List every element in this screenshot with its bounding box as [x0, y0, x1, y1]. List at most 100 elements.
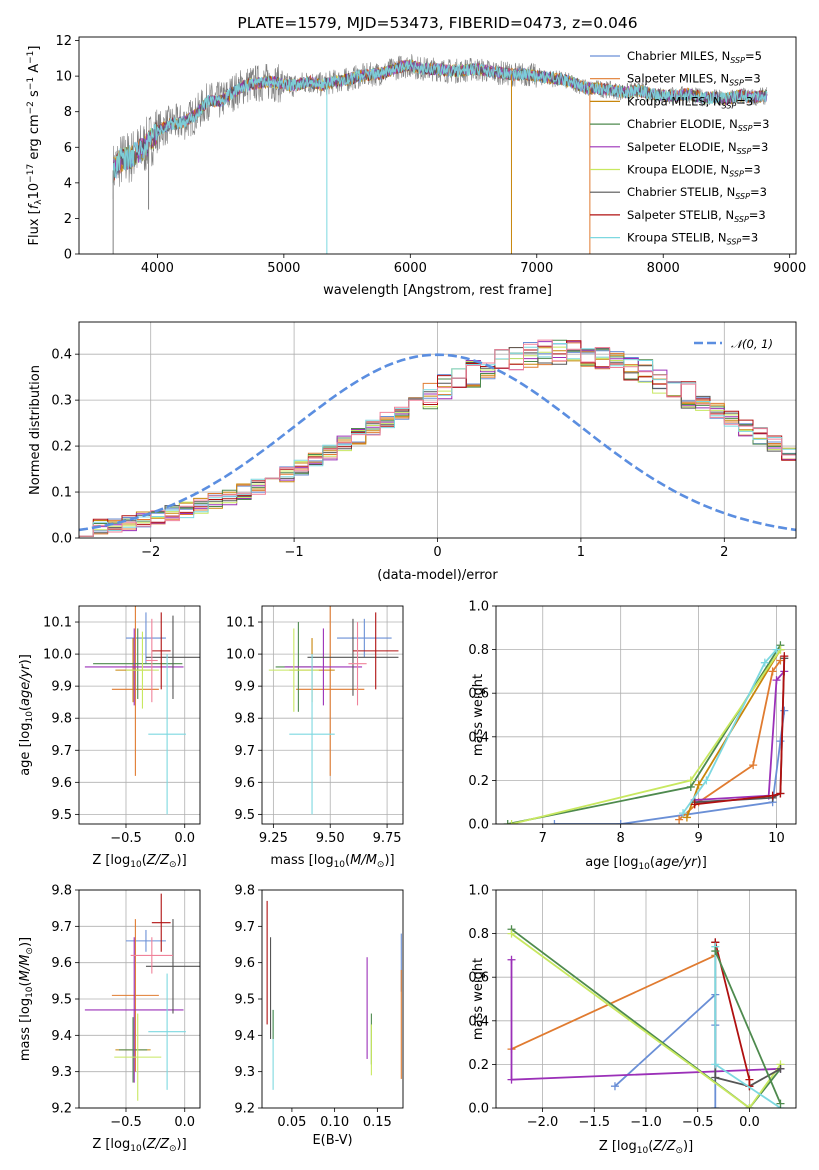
y-tick-label: 9.5 — [51, 808, 72, 823]
x-axis-label: mass [log10(M/M⊙)] — [270, 853, 394, 870]
y-tick-label: 0.0 — [468, 818, 489, 833]
x-axis-label: wavelength [Angstrom, rest frame] — [323, 283, 552, 298]
label-part: =3 — [736, 94, 753, 108]
label-part: Chabrier ELODIE, N — [627, 117, 738, 131]
series-line — [714, 950, 782, 1104]
label-part: M/M — [18, 955, 33, 982]
series-salpeter_miles — [507, 951, 720, 1054]
legend-label-salpeter_stelib: Salpeter STELIB, NSSP=3 — [627, 208, 766, 224]
y-tick-label: 9.6 — [234, 776, 255, 791]
series-salpeter_stelib — [711, 938, 754, 1091]
chart-title: PLATE=1579, MJD=53473, FIBERID=0473, z=0… — [237, 14, 637, 32]
series-marker — [768, 791, 777, 800]
label-part: Z [log — [92, 853, 130, 868]
x-tick-label: 0.05 — [277, 1115, 306, 1130]
label-part: )] — [683, 1139, 693, 1154]
label-part: age/yr — [18, 663, 33, 706]
label-part: Chabrier MILES, N — [627, 49, 730, 63]
errorbar-salpeter_stelib — [151, 893, 171, 952]
y-axis-label: mass [log10(M/M⊙)] — [18, 937, 35, 1061]
x-tick-label: −0.5 — [682, 1115, 714, 1130]
y-tick-label: 9.8 — [51, 884, 72, 899]
label-part: =3 — [749, 208, 766, 222]
y-tick-label: 0.0 — [468, 1102, 489, 1117]
label-part: )] — [384, 853, 394, 868]
legend-label-salpeter_elodie: Salpeter ELODIE, NSSP=3 — [627, 140, 768, 156]
y-axis-label: Flux [fλ10−17 erg cm−2 s−1 A−1] — [26, 46, 44, 246]
label-part: =3 — [750, 185, 767, 199]
y-tick-label: 4 — [64, 176, 72, 191]
errorbar-salpeter_stelib — [151, 612, 171, 690]
x-tick-label: 0.15 — [363, 1115, 392, 1130]
series-marker — [760, 658, 769, 667]
x-axis-label: (data-model)/error — [377, 568, 498, 583]
x-tick-label: 10 — [768, 831, 785, 846]
y-axis-label: age [log10(age/yr)] — [18, 654, 35, 776]
label-part: 10 — [25, 986, 35, 998]
y-tick-label: 10.1 — [226, 616, 255, 631]
series-marker — [507, 929, 516, 938]
series-marker — [503, 820, 512, 824]
label-part: 10 — [334, 860, 346, 870]
y-tick-label: 9.7 — [51, 744, 72, 759]
errorbar-kroupa_elodie — [268, 628, 319, 712]
errorbar-chabrier_elodie — [93, 628, 183, 699]
y-tick-label: 9.3 — [51, 1065, 72, 1080]
series-chabrier_stelib — [711, 938, 785, 1091]
label-part: ( — [18, 706, 33, 711]
label-part: ⊙ — [377, 860, 385, 870]
y-tick-label: 9.6 — [51, 956, 72, 971]
series-marker — [675, 815, 684, 824]
y-tick-label: 9.6 — [51, 776, 72, 791]
y-tick-label: 1.0 — [468, 600, 489, 615]
label-part: age [log — [585, 855, 638, 870]
y-tick-label: 0.8 — [468, 927, 489, 942]
label-part: λ — [34, 199, 44, 205]
label-part: )] — [177, 853, 187, 868]
series-marker — [686, 776, 695, 785]
label-part: )] — [177, 1137, 187, 1152]
x-tick-label: 1 — [577, 545, 585, 560]
axes-spectrum: 4000 5000 6000 7000 8000 9000 0 2 4 6 8 10 12 — [55, 34, 806, 276]
y-tick-label: 0.3 — [51, 394, 72, 409]
y-tick-label: 0.4 — [468, 730, 489, 745]
label-part: SSP — [729, 170, 744, 179]
y-tick-label: 0.2 — [468, 1058, 489, 1073]
axes-frame — [261, 605, 404, 825]
series-marker — [550, 820, 559, 824]
series-salpeter_stelib — [690, 652, 789, 809]
series-marker — [749, 761, 758, 770]
label-part: =3 — [741, 231, 758, 245]
y-tick-label: 9.5 — [234, 993, 255, 1008]
label-part: 10 — [638, 862, 650, 872]
label-part: Salpeter ELODIE, N — [627, 140, 737, 154]
series-line — [510, 928, 782, 1108]
x-tick-label: 0.10 — [320, 1115, 349, 1130]
label-part: =3 — [753, 117, 770, 131]
label-part: SSP — [738, 124, 753, 133]
label-part: ] — [27, 46, 42, 51]
x-tick-label: −1.0 — [630, 1115, 662, 1130]
y-tick-label: 9.2 — [51, 1102, 72, 1117]
x-tick-label: 9000 — [773, 261, 806, 276]
label-part: Kroupa MILES, N — [627, 94, 722, 108]
label-part: age/yr — [655, 855, 698, 870]
series-chabrier_miles — [610, 990, 720, 1108]
x-axis-label: Z [log10(Z/Z⊙)] — [92, 1137, 186, 1154]
errorbar-salpeter_miles — [111, 919, 159, 1072]
label-part: −17 — [26, 164, 36, 183]
y-tick-label: 0.2 — [468, 774, 489, 789]
errorbar-salpeter_miles — [111, 606, 159, 776]
y-tick-label: 8 — [64, 105, 72, 120]
x-tick-label: 8 — [617, 831, 625, 846]
legend-label-kroupa_stelib: Kroupa STELIB, NSSP=3 — [627, 231, 758, 247]
series-marker — [507, 820, 516, 824]
errorbar-salpeter_elodie — [84, 628, 184, 706]
series-marker — [711, 1073, 720, 1082]
y-tick-label: 0.6 — [468, 687, 489, 702]
y-tick-label: 10.0 — [43, 648, 72, 663]
series-marker — [772, 645, 781, 654]
label-part: ( — [345, 853, 350, 868]
y-tick-label: 10.1 — [43, 616, 72, 631]
